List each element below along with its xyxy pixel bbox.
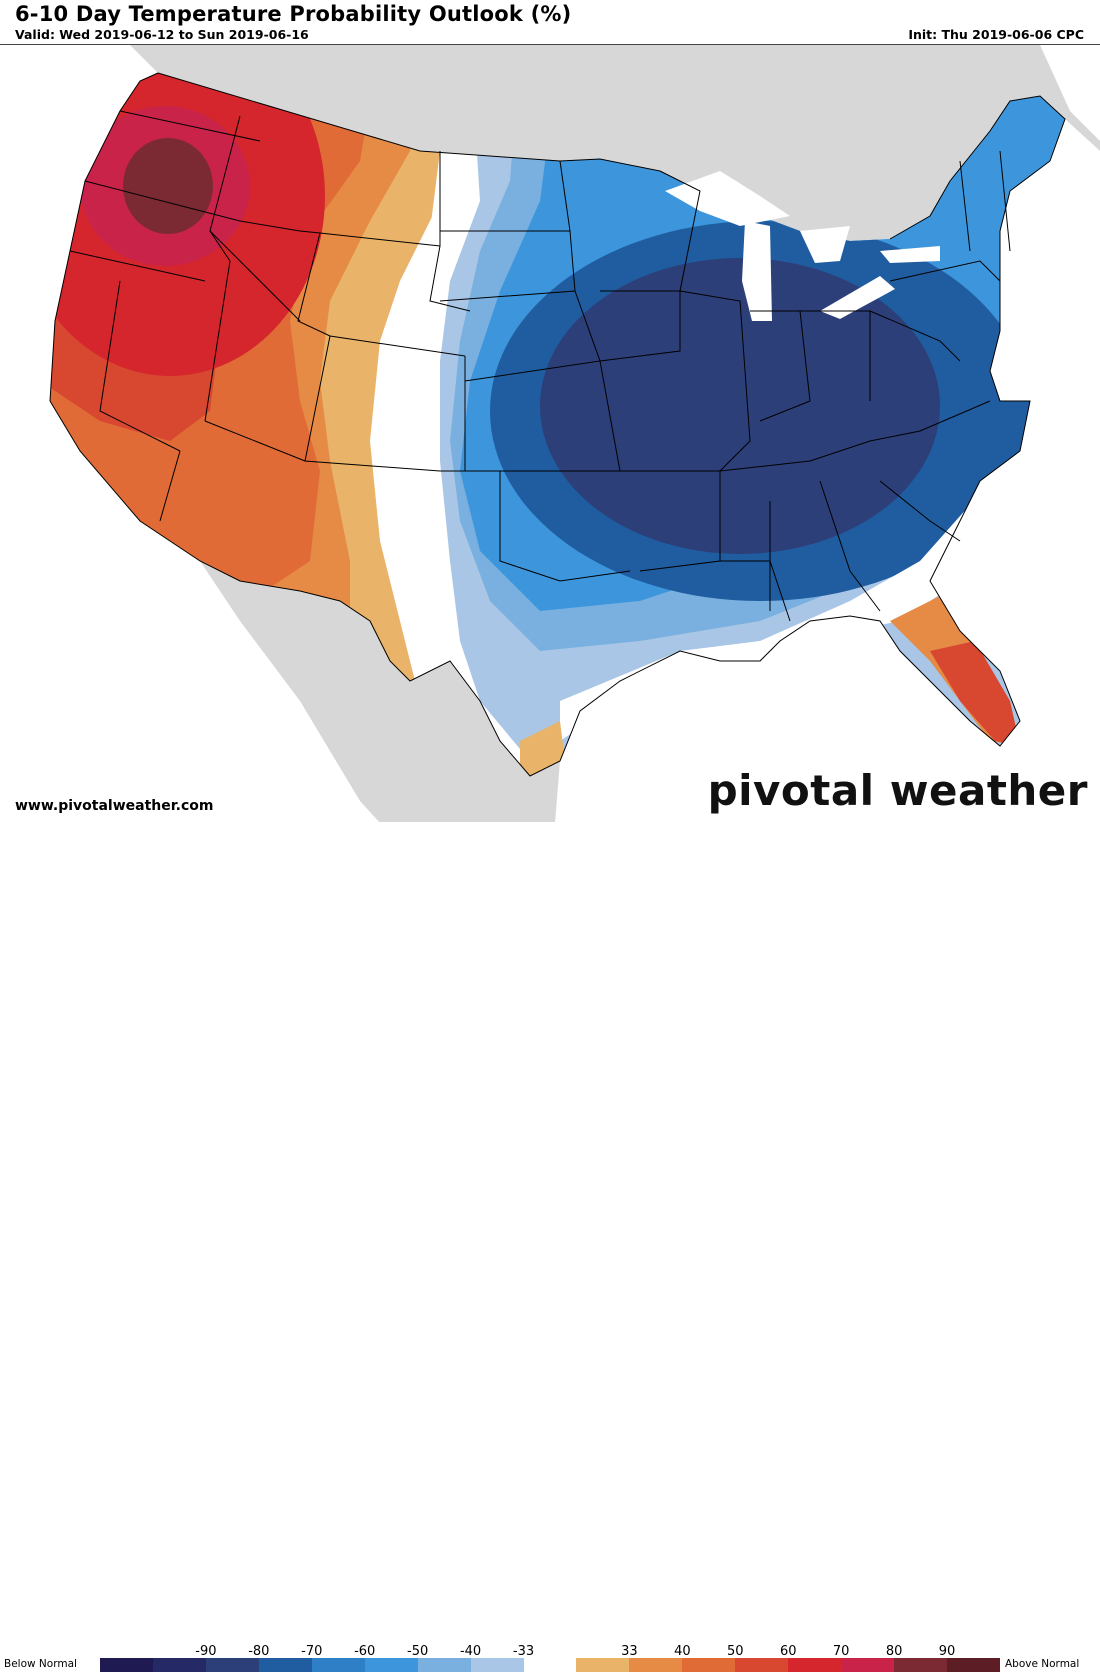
legend-swatch bbox=[205, 1658, 259, 1672]
legend-tick-label: -80 bbox=[248, 1644, 270, 1659]
legend-swatch bbox=[576, 1658, 630, 1672]
legend-swatch bbox=[417, 1658, 471, 1672]
florida-above-60 bbox=[930, 641, 1020, 746]
atlantic-gulf bbox=[555, 119, 1100, 823]
legend-tick-label: 70 bbox=[832, 1644, 850, 1659]
legend-swatch bbox=[629, 1658, 683, 1672]
legend-tick-label: 60 bbox=[779, 1644, 797, 1659]
legend-colorbar bbox=[100, 1658, 1000, 1672]
legend-swatch bbox=[364, 1658, 418, 1672]
header: 6-10 Day Temperature Probability Outlook… bbox=[0, 0, 1100, 44]
legend-ticks: -90 -80 -70 -60 -50 -40 -33 33 40 50 60 70 80 90 bbox=[0, 1644, 1100, 1659]
legend-swatch bbox=[788, 1658, 842, 1672]
near-normal-area bbox=[370, 73, 520, 701]
map-title: 6-10 Day Temperature Probability Outlook… bbox=[15, 2, 572, 26]
atlantic-north bbox=[1040, 45, 1100, 141]
legend: -90 -80 -70 -60 -50 -40 -33 33 40 50 60 70 80 90 Belo… bbox=[0, 822, 1100, 1672]
legend-swatch bbox=[523, 1658, 577, 1672]
legend-swatch bbox=[682, 1658, 736, 1672]
brand-backdrop bbox=[770, 766, 1100, 818]
legend-tick-label: 50 bbox=[727, 1644, 744, 1659]
forecast-map bbox=[0, 45, 1100, 823]
valid-period: Valid: Wed 2019-06-12 to Sun 2019-06-16 bbox=[15, 27, 309, 42]
legend-tick-label: -60 bbox=[354, 1644, 376, 1659]
legend-tick-label: 33 bbox=[621, 1644, 638, 1659]
legend-swatch bbox=[894, 1658, 947, 1672]
legend-tick-label: -40 bbox=[459, 1644, 482, 1659]
init-time: Init: Thu 2019-06-06 CPC bbox=[908, 27, 1084, 42]
legend-swatch bbox=[100, 1658, 153, 1672]
legend-tick-label: -50 bbox=[407, 1644, 429, 1659]
above-90-area bbox=[123, 138, 213, 234]
legend-tick-label: -33 bbox=[512, 1644, 535, 1659]
legend-tick-label: -70 bbox=[301, 1644, 323, 1659]
legend-swatch bbox=[947, 1658, 1000, 1672]
website-url: www.pivotalweather.com bbox=[15, 798, 214, 814]
legend-tick-label: 80 bbox=[885, 1644, 903, 1659]
great-lakes bbox=[665, 171, 940, 321]
legend-swatch bbox=[470, 1658, 524, 1672]
legend-below-label: Below Normal bbox=[4, 1658, 77, 1670]
legend-swatch bbox=[841, 1658, 895, 1672]
legend-tick-label: 90 bbox=[938, 1644, 956, 1659]
legend-tick-label: -90 bbox=[195, 1644, 217, 1659]
legend-tick-label: 40 bbox=[674, 1644, 691, 1659]
legend-above-label: Above Normal bbox=[1005, 1658, 1080, 1670]
legend-swatch bbox=[735, 1658, 789, 1672]
state-borders bbox=[49, 72, 1066, 777]
legend-swatch bbox=[311, 1658, 365, 1672]
pacific-ocean bbox=[0, 45, 380, 823]
legend-swatch bbox=[152, 1658, 206, 1672]
below-70-area bbox=[540, 258, 940, 554]
brand-logo: pivotal weather bbox=[707, 766, 1088, 815]
legend-swatch bbox=[258, 1658, 312, 1672]
texas-above-33 bbox=[520, 721, 570, 776]
map-panel bbox=[0, 44, 1100, 824]
